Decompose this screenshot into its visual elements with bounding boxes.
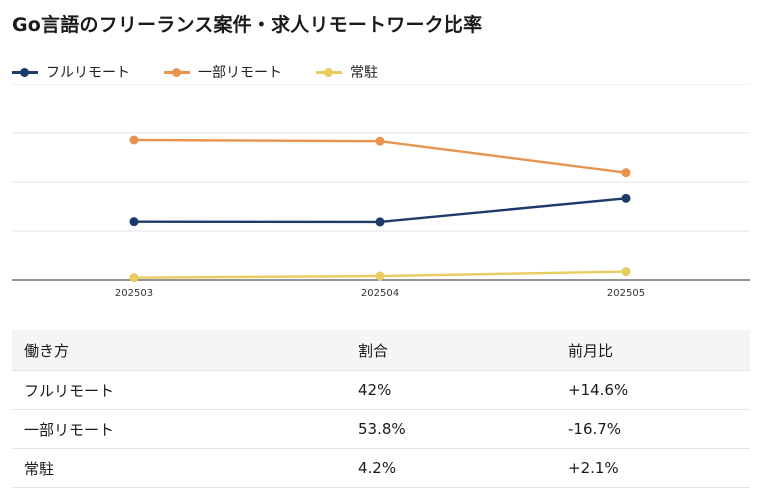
legend-item-full-remote[interactable]: フルリモート [12, 62, 130, 82]
data-point [621, 267, 631, 277]
table-row: 一部リモート 53.8% -16.7% [12, 409, 750, 449]
table-cell-ratio: 53.8% [346, 409, 556, 449]
legend-label-onsite: 常駐 [350, 65, 378, 81]
legend-label-partial-remote: 一部リモート [198, 65, 282, 81]
line-chart: 202503 202504 202505 [12, 84, 750, 299]
x-tick-label: 202504 [361, 288, 399, 299]
table-row: 常駐 4.2% +2.1% [12, 448, 750, 488]
legend-swatch-partial-remote [164, 67, 190, 77]
table-header-work-style: 働き方 [12, 330, 346, 371]
table-cell-work-style: 一部リモート [12, 409, 346, 449]
legend-swatch-onsite [316, 67, 342, 77]
x-tick-label: 202503 [115, 288, 153, 299]
table-cell-mom-change: +14.6% [556, 370, 750, 410]
table-cell-work-style: フルリモート [12, 370, 346, 410]
legend-item-partial-remote[interactable]: 一部リモート [164, 62, 282, 82]
table-cell-mom-change: +2.1% [556, 448, 750, 488]
data-point [375, 217, 385, 227]
remote-ratio-table: 働き方 割合 前月比 フルリモート 42% +14.6% 一部リモート 53.8… [12, 330, 750, 488]
table-row: フルリモート 42% +14.6% [12, 370, 750, 410]
table-header-ratio: 割合 [346, 330, 556, 371]
chart-legend: フルリモート 一部リモート 常駐 [12, 62, 412, 82]
x-tick-label: 202505 [607, 288, 645, 299]
table-cell-mom-change: -16.7% [556, 409, 750, 449]
table-cell-work-style: 常駐 [12, 448, 346, 488]
legend-item-onsite[interactable]: 常駐 [316, 62, 378, 82]
data-point [375, 271, 385, 281]
data-point [129, 273, 139, 283]
table-header-row: 働き方 割合 前月比 [12, 330, 750, 371]
data-point [129, 135, 139, 145]
table-cell-ratio: 42% [346, 370, 556, 410]
data-point [621, 168, 631, 178]
chart-title: Go言語のフリーランス案件・求人リモートワーク比率 [12, 14, 483, 36]
table-cell-ratio: 4.2% [346, 448, 556, 488]
data-point [621, 193, 631, 203]
table-header-mom-change: 前月比 [556, 330, 750, 371]
data-point [375, 136, 385, 146]
legend-swatch-full-remote [12, 67, 38, 77]
legend-label-full-remote: フルリモート [46, 65, 130, 81]
data-point [129, 217, 139, 227]
